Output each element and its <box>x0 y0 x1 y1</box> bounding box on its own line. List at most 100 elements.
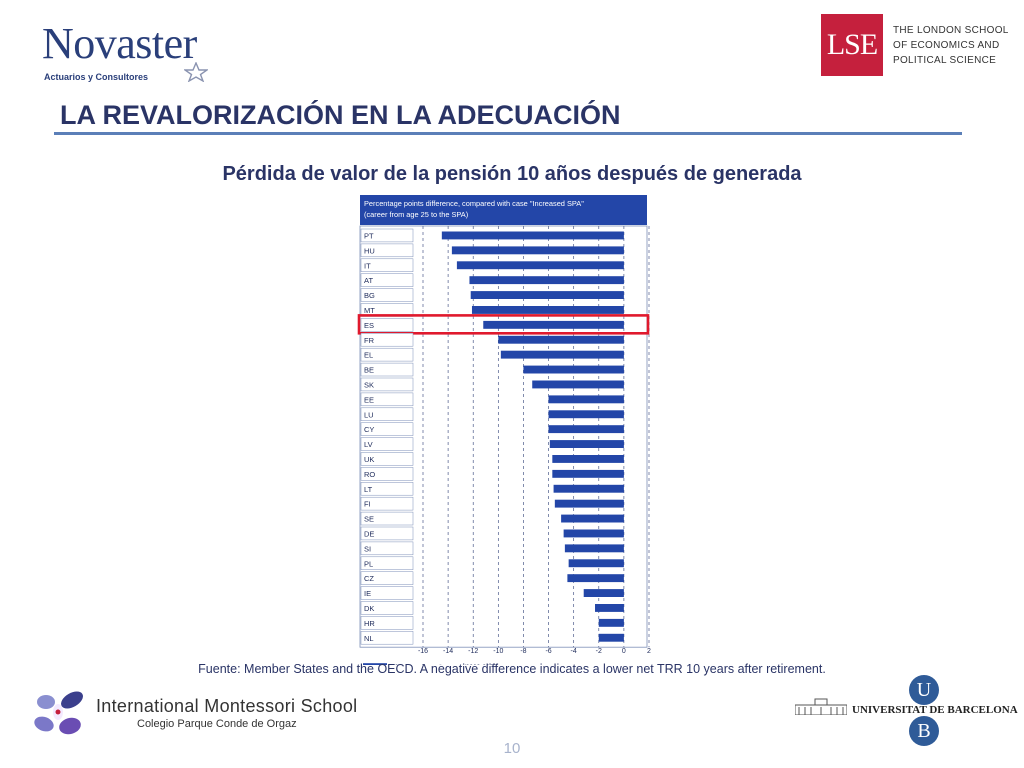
chart-title-line: (career from age 25 to the SPA) <box>364 210 468 219</box>
category-label: FI <box>364 500 371 509</box>
lse-line-1: THE LONDON SCHOOL <box>893 25 1009 36</box>
category-cell <box>360 333 414 347</box>
bar <box>549 440 624 448</box>
category-cell <box>360 511 414 526</box>
category-cell <box>360 392 414 407</box>
ub-u-mark: U <box>909 675 939 705</box>
montessori-name: International Montessori School <box>96 696 358 716</box>
bar <box>598 633 624 642</box>
legend-label: 10 years after retirement (2063-2068) <box>391 664 499 665</box>
bar <box>456 261 624 270</box>
category-cell <box>360 377 414 392</box>
category-cell <box>360 273 414 287</box>
ub-b-mark: B <box>909 716 939 746</box>
bar <box>583 589 624 597</box>
lse-logo: LSE <box>821 14 883 76</box>
x-tick-label: -4 <box>571 648 577 655</box>
category-label: UK <box>364 455 374 464</box>
category-cell <box>360 467 414 481</box>
page-number: 10 <box>503 740 521 757</box>
category-cell <box>360 258 414 272</box>
bar <box>483 320 624 329</box>
category-cell <box>360 452 414 466</box>
category-cell <box>360 347 414 362</box>
category-label: DK <box>364 604 374 613</box>
category-label: HU <box>364 246 375 255</box>
category-cell <box>360 228 414 243</box>
x-tick-label: 2 <box>647 648 651 655</box>
bar <box>564 544 624 553</box>
bar <box>532 380 624 389</box>
novaster-logo-text: Novaster <box>42 19 197 68</box>
bar <box>568 559 624 568</box>
category-label: EL <box>364 351 373 360</box>
x-tick-label: -8 <box>520 648 526 655</box>
university-building-icon <box>795 698 847 715</box>
category-cell <box>360 526 414 541</box>
bar <box>500 350 624 359</box>
category-cell <box>360 631 414 645</box>
category-cell <box>360 437 414 451</box>
bar <box>552 469 624 478</box>
lse-line-3: POLITICAL SCIENCE <box>893 55 997 66</box>
bar <box>567 574 624 583</box>
category-cell <box>360 362 414 377</box>
category-label: EE <box>364 395 374 404</box>
category-cell <box>360 616 414 630</box>
x-tick-label: -16 <box>418 648 428 655</box>
category-label: ES <box>364 321 374 330</box>
bar <box>548 425 624 434</box>
chart-heading: Pérdida de valor de la pensión 10 años d… <box>222 163 802 185</box>
bar <box>563 529 624 538</box>
x-tick-label: -6 <box>545 648 551 655</box>
category-label: NL <box>364 634 374 643</box>
category-label: BG <box>364 291 375 300</box>
legend-swatch <box>363 663 387 665</box>
bar <box>548 395 624 404</box>
category-label: SI <box>364 544 371 553</box>
bar <box>441 231 624 240</box>
category-label: CZ <box>364 574 374 583</box>
slide-title: LA REVALORIZACIÓN EN LA ADECUACIÓN <box>60 100 621 130</box>
star-icon <box>184 62 208 82</box>
category-label: DE <box>364 529 374 538</box>
highlight-box <box>357 314 650 335</box>
category-label: LV <box>364 440 373 449</box>
category-cell <box>360 422 414 436</box>
category-cell <box>360 318 414 332</box>
plot-frame <box>359 225 648 648</box>
bar <box>498 335 624 344</box>
source-note: Fuente: Member States and the OECD. A ne… <box>198 662 826 676</box>
category-label: HR <box>364 619 375 628</box>
category-label: RO <box>364 470 375 479</box>
x-tick-label: -10 <box>493 648 503 655</box>
category-label: PT <box>364 231 374 240</box>
category-cell <box>360 601 414 615</box>
bar <box>598 618 624 627</box>
ub-name: UNIVERSITAT DE BARCELONA <box>852 704 1018 716</box>
bar <box>470 291 624 299</box>
category-cell <box>360 586 414 600</box>
bar <box>548 410 624 419</box>
category-label: LT <box>364 485 373 494</box>
category-label: IE <box>364 589 371 598</box>
novaster-tagline: Actuarios y Consultores <box>44 72 149 82</box>
montessori-subtitle: Colegio Parque Conde de Orgaz <box>137 718 297 730</box>
category-label: BE <box>364 366 374 375</box>
category-cell <box>360 407 414 421</box>
bar <box>552 455 624 463</box>
category-label: PL <box>364 559 373 568</box>
category-cell <box>360 482 414 496</box>
category-label: IT <box>364 261 371 270</box>
bar <box>523 365 624 374</box>
lse-line-2: OF ECONOMICS AND <box>893 40 1000 51</box>
bar <box>471 306 624 314</box>
chart-title-band <box>360 195 647 225</box>
bar <box>451 246 624 255</box>
category-cell <box>360 541 414 556</box>
title-underline <box>54 132 962 135</box>
montessori-flower-icon <box>34 691 83 735</box>
category-label: SE <box>364 515 374 524</box>
bar <box>554 499 624 508</box>
category-cell <box>360 496 414 511</box>
